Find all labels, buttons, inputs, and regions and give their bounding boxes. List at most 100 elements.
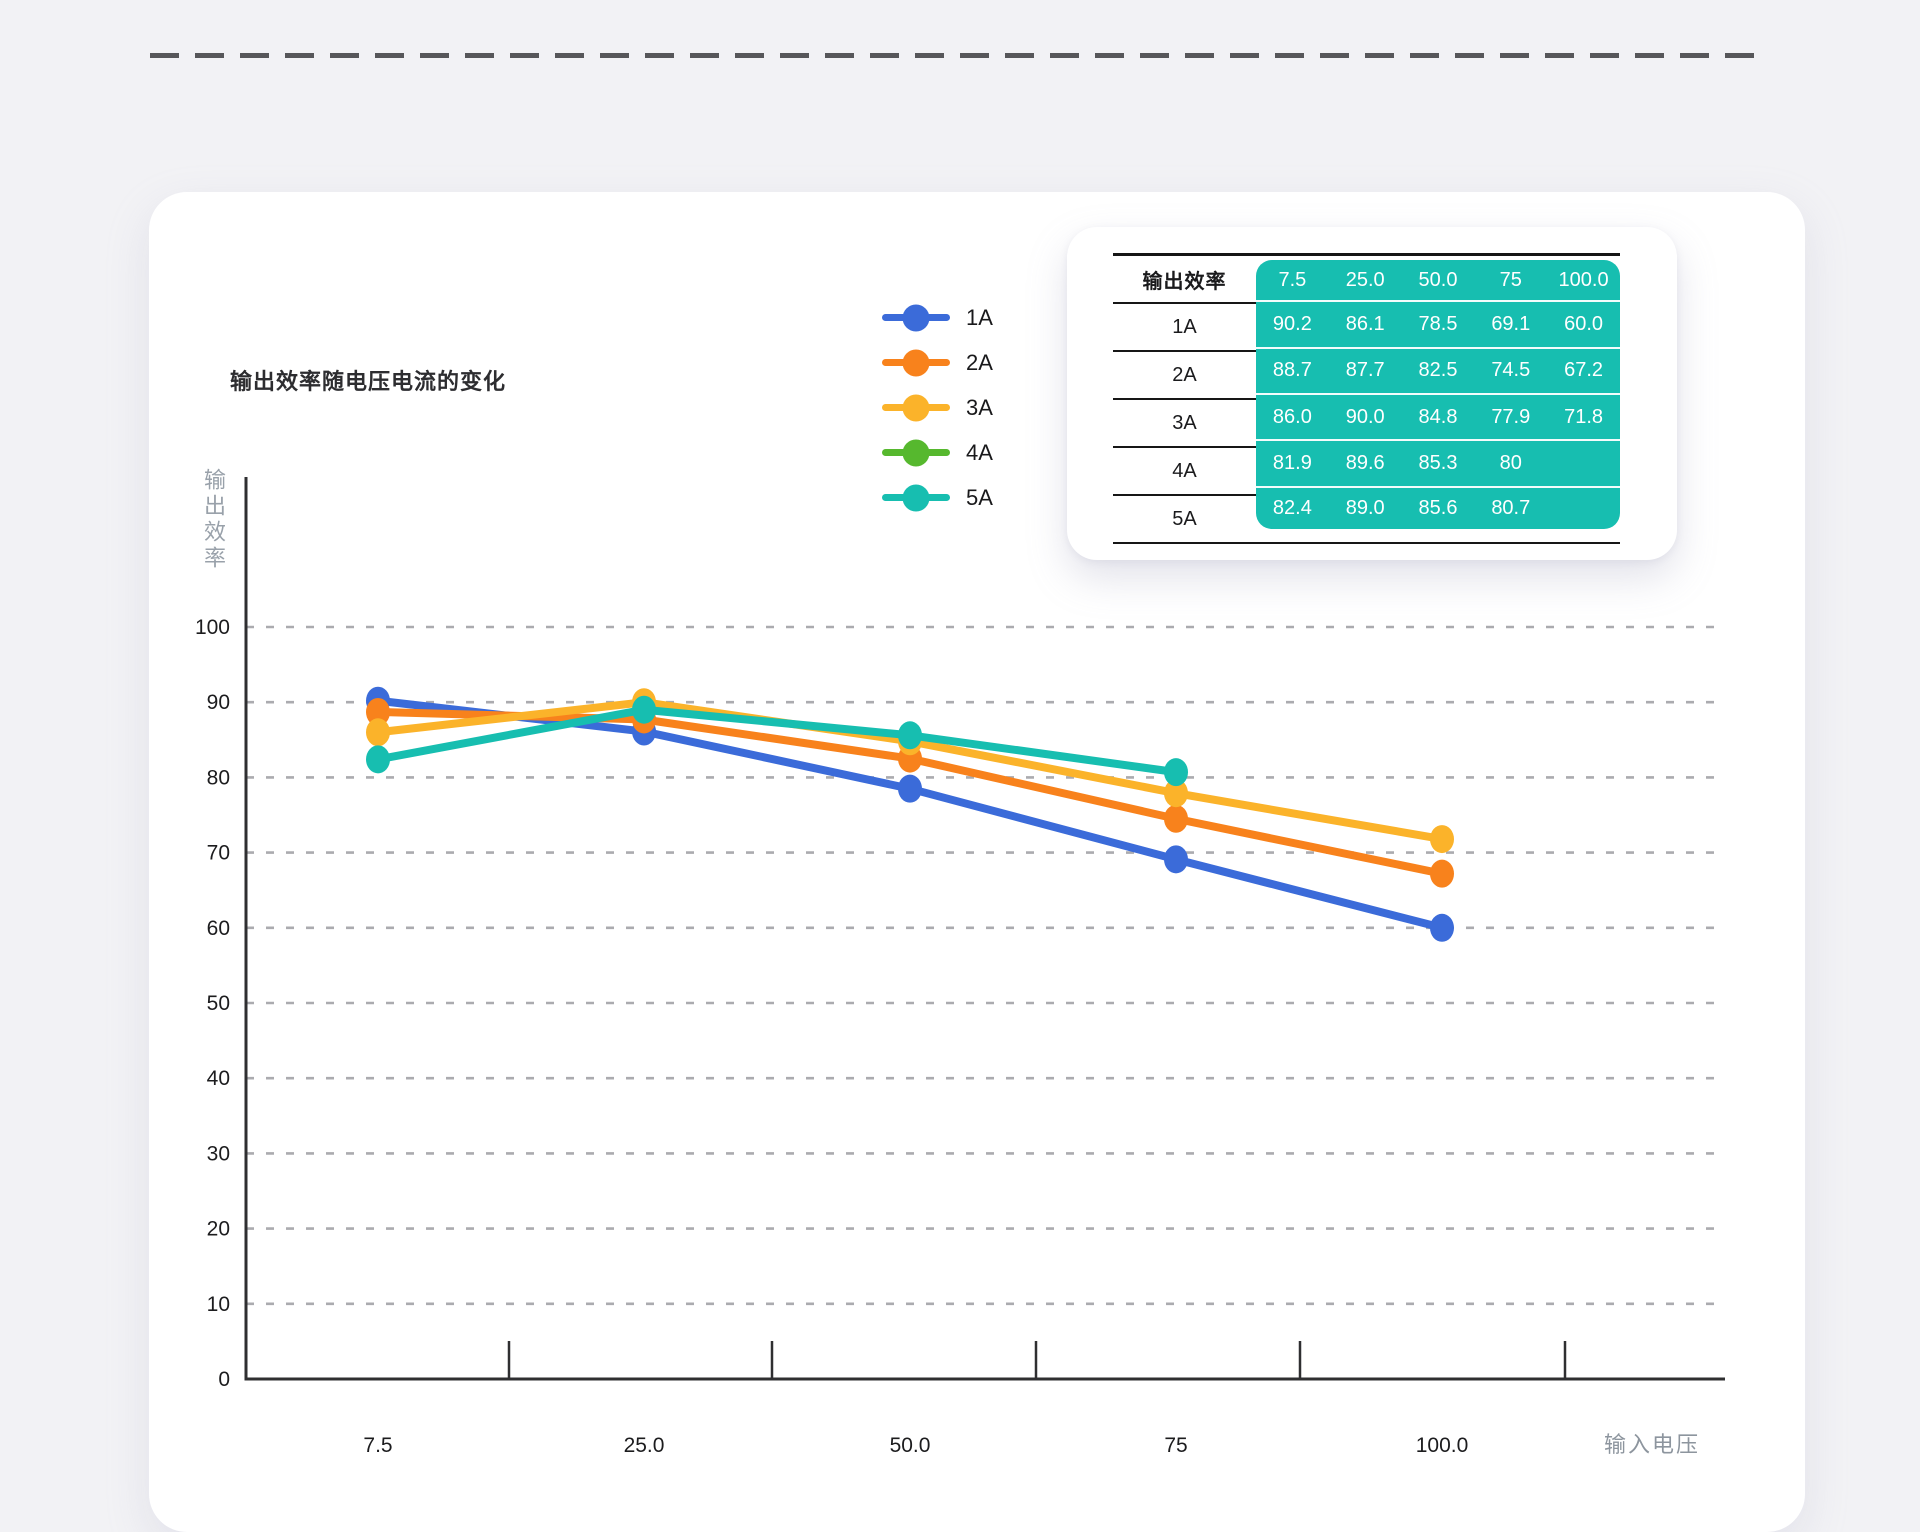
data-point-2a-0 (366, 697, 390, 726)
legend-item-5a[interactable]: 5A (882, 475, 993, 520)
x-tick-label-75: 75 (1164, 1434, 1187, 1457)
legend-line-icon (882, 349, 950, 376)
data-point-1a-2 (898, 774, 922, 803)
table-row-label: 3A (1172, 411, 1197, 434)
table-values-row: 81.9 89.6 85.3 80 (1256, 441, 1620, 488)
y-tick-label-30: 30 (207, 1142, 230, 1165)
table-cell: 80.7 (1491, 496, 1531, 519)
table-row-label: 5A (1172, 507, 1197, 530)
table-values-panel: 7.5 25.0 50.0 75 100.0 90.2 86.1 78.5 69.1 60.0 88… (1256, 260, 1620, 529)
legend-label: 1A (966, 304, 993, 330)
legend-dot-icon (902, 394, 930, 421)
data-point-5a-1 (632, 695, 656, 724)
table-cell: 81.9 (1272, 451, 1312, 474)
table-cell: 85.3 (1418, 451, 1458, 474)
y-tick-label-80: 80 (207, 766, 230, 789)
y-tick-label-100: 100 (195, 616, 230, 639)
table-cell: 78.5 (1418, 313, 1458, 336)
y-tick-label-20: 20 (207, 1218, 230, 1241)
legend-item-2a[interactable]: 2A (882, 340, 993, 385)
table-row-label: 4A (1172, 459, 1197, 482)
table-values-row: 88.7 87.7 82.5 74.5 67.2 (1256, 349, 1620, 396)
table-cell: 86.1 (1345, 313, 1385, 336)
series-5a (366, 695, 1188, 787)
y-tick-label-40: 40 (207, 1067, 230, 1090)
data-point-5a-0 (366, 745, 390, 774)
dashed-divider (150, 53, 1764, 58)
chart-legend: 1A 2A 3A 4A 5A (882, 295, 993, 520)
x-tick-label-100.0: 100.0 (1416, 1434, 1469, 1457)
legend-item-4a[interactable]: 4A (882, 430, 993, 475)
table-cell (1547, 441, 1620, 485)
table-cell: 60.0 (1564, 313, 1604, 336)
table-cell: 86.0 (1272, 405, 1312, 428)
y-tick-label-0: 0 (218, 1368, 230, 1391)
chart-title: 输出效率随电压电流的变化 (230, 369, 507, 394)
x-tick-label-50.0: 50.0 (890, 1434, 931, 1457)
table-cell: 85.6 (1418, 496, 1458, 519)
table-row-label: 1A (1172, 315, 1197, 338)
legend-item-1a[interactable]: 1A (882, 295, 993, 340)
legend-line-icon (882, 439, 950, 466)
table-cell: 90.2 (1272, 313, 1312, 336)
data-point-1a-3 (1164, 845, 1188, 874)
table-cell: 84.8 (1418, 405, 1458, 428)
legend-dot-icon (902, 484, 930, 511)
y-tick-label-50: 50 (207, 992, 230, 1015)
y-tick-label-60: 60 (207, 917, 230, 940)
x-tick-label-7.5: 7.5 (363, 1434, 392, 1457)
legend-dot-icon (902, 304, 930, 331)
table-cell: 71.8 (1564, 405, 1604, 428)
table-values-row: 82.4 89.0 85.6 80.7 (1256, 488, 1620, 529)
data-point-2a-3 (1164, 804, 1188, 833)
legend-line-icon (882, 304, 950, 331)
table-cell: 69.1 (1491, 313, 1531, 336)
y-tick-label-10: 10 (207, 1293, 230, 1316)
table-row: 5A (1113, 496, 1620, 544)
y-tick-label-70: 70 (207, 842, 230, 865)
table-cell: 82.5 (1418, 359, 1458, 382)
table-cell: 89.6 (1345, 451, 1385, 474)
table-col-header: 75 (1499, 268, 1522, 291)
efficiency-table: 输出效率 1A 2A 3A 4A 5A 7.5 25.0 50.0 75 100.0 90.2 86.1… (1113, 253, 1620, 544)
table-cell (1547, 488, 1620, 529)
table-cell: 74.5 (1491, 359, 1531, 382)
table-values-row: 86.0 90.0 84.8 77.9 71.8 (1256, 395, 1620, 442)
table-cell: 77.9 (1491, 405, 1531, 428)
legend-dot-icon (902, 349, 930, 376)
data-point-5a-3 (1164, 758, 1188, 787)
series-line-5a (374, 705, 1180, 777)
legend-label: 4A (966, 439, 993, 465)
table-cell: 82.4 (1272, 496, 1312, 519)
data-point-2a-4 (1430, 859, 1454, 888)
y-tick-label-90: 90 (207, 691, 230, 714)
legend-label: 5A (966, 484, 993, 510)
table-header-label: 输出效率 (1142, 270, 1227, 293)
table-col-header: 25.0 (1345, 268, 1385, 291)
data-point-5a-2 (898, 721, 922, 750)
table-cell: 89.0 (1345, 496, 1385, 519)
table-cell: 88.7 (1272, 359, 1312, 382)
series-2a (366, 697, 1454, 888)
table-col-header: 100.0 (1558, 268, 1609, 291)
legend-line-icon (882, 484, 950, 511)
table-cell: 80 (1499, 451, 1522, 474)
legend-dot-icon (902, 439, 930, 466)
legend-label: 3A (966, 394, 993, 420)
legend-line-icon (882, 394, 950, 421)
table-cell: 90.0 (1345, 405, 1385, 428)
x-axis-title: 输入电压 (1604, 1432, 1700, 1457)
table-columns-row: 7.5 25.0 50.0 75 100.0 (1256, 260, 1620, 303)
table-col-header: 7.5 (1278, 268, 1307, 291)
data-point-3a-3 (1164, 779, 1188, 808)
data-point-3a-0 (366, 718, 390, 747)
table-col-header: 50.0 (1418, 268, 1458, 291)
data-point-3a-4 (1430, 825, 1454, 854)
legend-label: 2A (966, 349, 993, 375)
legend-item-3a[interactable]: 3A (882, 385, 993, 430)
line-chart: 0 10 20 30 40 50 60 70 80 90 100 7.5 25.0 50.0 75 100.0… (195, 477, 1725, 1457)
x-tick-label-25.0: 25.0 (624, 1434, 665, 1457)
table-cell: 67.2 (1564, 359, 1604, 382)
y-axis-title: 输出效率 (201, 468, 226, 572)
table-cell: 87.7 (1345, 359, 1385, 382)
